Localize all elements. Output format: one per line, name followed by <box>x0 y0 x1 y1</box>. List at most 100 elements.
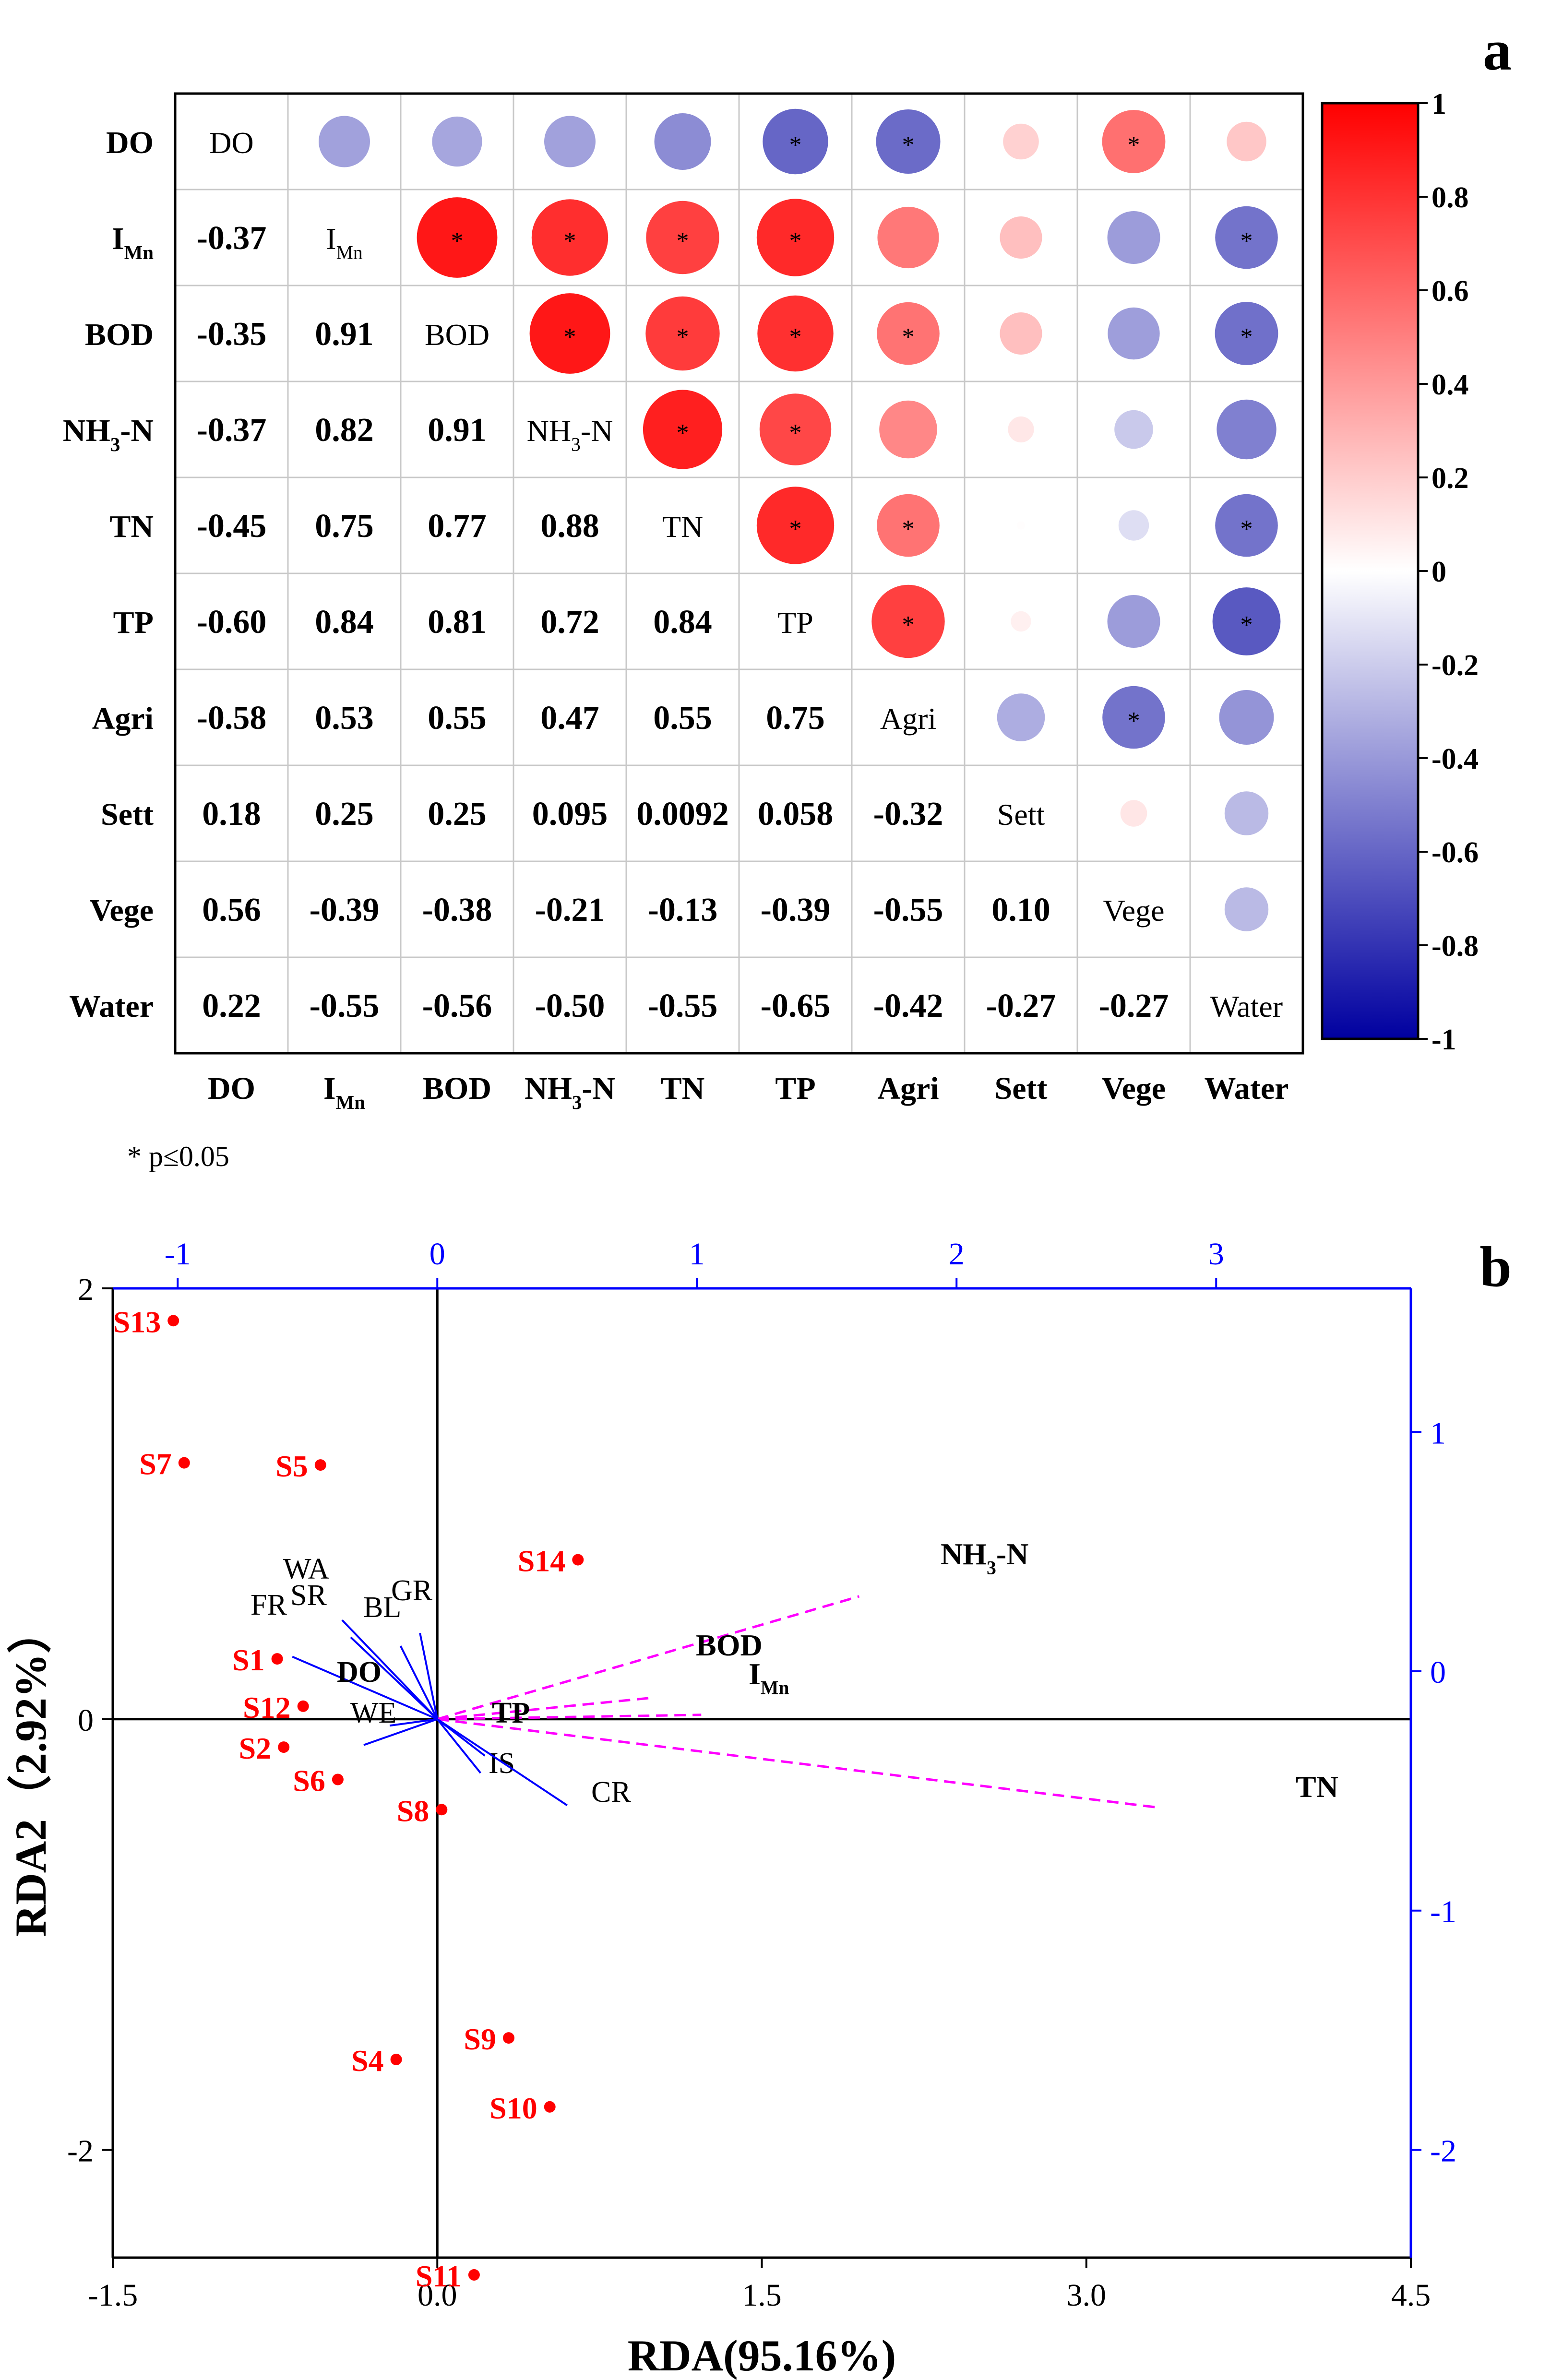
explanatory-arrow <box>436 1718 481 1774</box>
row-label: TN <box>109 509 154 544</box>
correlation-value: -0.21 <box>535 892 605 928</box>
correlation-circle <box>1212 587 1281 655</box>
correlation-circle <box>646 201 719 274</box>
row-label: Agri <box>92 701 154 736</box>
correlation-circle <box>1102 686 1165 749</box>
explanatory-arrow <box>437 1718 568 1806</box>
x-tick-label: 4.5 <box>1391 2278 1431 2313</box>
correlation-circle <box>757 295 834 372</box>
site-label: S5 <box>275 1449 308 1483</box>
colorbar-tick-label: 0.2 <box>1432 462 1469 495</box>
correlation-value: -0.60 <box>197 604 267 641</box>
colorbar-tick-label: 0 <box>1432 556 1446 588</box>
correlation-circle <box>1102 110 1166 173</box>
top-tick-label: 2 <box>949 1237 965 1272</box>
correlation-heatmap: DO DO DO * * * IMn IMn -0.37 IMn * * * * * BOD BOD -0.35 0… <box>63 88 1479 1172</box>
x-tick-label: 1.5 <box>742 2278 782 2313</box>
diagonal-label: Vege <box>1103 893 1165 928</box>
correlation-circle <box>1215 206 1278 269</box>
correlation-circle <box>1008 416 1034 443</box>
explanatory-label: DO <box>337 1656 382 1689</box>
correlation-circle <box>877 302 940 365</box>
explanatory-label: WA <box>283 1553 330 1585</box>
site-point <box>468 2269 480 2281</box>
correlation-circle <box>1120 800 1147 827</box>
explanatory-arrow <box>363 1718 438 1746</box>
diagonal-label: TN <box>662 510 703 544</box>
correlation-circle <box>529 293 610 374</box>
explanatory-label: BL <box>363 1591 401 1624</box>
significance-mark: * <box>1241 227 1253 255</box>
correlation-value: -0.50 <box>535 988 605 1024</box>
correlation-value: 0.75 <box>766 700 825 737</box>
explanatory-arrow <box>389 1718 438 1727</box>
site-point <box>178 1457 190 1469</box>
correlation-value: -0.56 <box>422 988 492 1024</box>
diagonal-label: Agri <box>880 702 936 736</box>
significance-mark: * <box>902 515 915 543</box>
correlation-value: 0.25 <box>428 796 487 833</box>
correlation-circle <box>763 108 828 175</box>
significance-mark: * <box>1128 131 1140 159</box>
explanatory-arrow <box>292 1655 438 1720</box>
correlation-value: -0.58 <box>197 700 267 737</box>
colorbar <box>1321 102 1420 1040</box>
response-label: NH3-N <box>941 1537 1028 1578</box>
right-tick-label: -2 <box>1430 2134 1456 2169</box>
correlation-value: -0.27 <box>1099 988 1169 1024</box>
diagonal-label: BOD <box>425 318 489 352</box>
colorbar-tick-label: 0.6 <box>1432 275 1469 308</box>
column-label: IMn <box>323 1071 365 1113</box>
row-label: NH3-N <box>63 413 154 455</box>
significance-mark: * <box>1241 323 1253 351</box>
correlation-value: 0.77 <box>428 508 487 545</box>
correlation-circle <box>1215 302 1278 365</box>
row-label: Sett <box>101 797 154 832</box>
column-label: DO <box>208 1071 255 1106</box>
correlation-circle <box>432 116 482 167</box>
explanatory-label: CR <box>591 1776 631 1809</box>
correlation-circle <box>876 109 941 174</box>
site-point <box>297 1700 309 1712</box>
correlation-circle <box>1011 611 1031 632</box>
significance-mark: * <box>1128 707 1140 735</box>
response-arrow <box>437 1595 860 1721</box>
correlation-value: 0.55 <box>428 700 487 737</box>
correlation-value: 0.72 <box>540 604 599 641</box>
correlation-circle <box>417 197 498 278</box>
correlation-value: -0.39 <box>310 892 380 928</box>
correlation-value: -0.27 <box>986 988 1056 1024</box>
significance-mark: * <box>451 227 464 255</box>
correlation-circle <box>645 296 720 371</box>
correlation-circle <box>997 693 1045 741</box>
diagonal-label: TP <box>777 606 813 640</box>
correlation-circle <box>1003 123 1039 160</box>
y-tick-label: 2 <box>78 1272 94 1307</box>
correlation-circle <box>871 584 945 658</box>
correlation-value: -0.42 <box>873 988 943 1024</box>
explanatory-label: SR <box>290 1579 327 1612</box>
significance-mark: * <box>789 227 802 255</box>
explanatory-label: WE <box>350 1697 396 1729</box>
panel-letter-a: a <box>1483 18 1512 82</box>
correlation-value: 0.058 <box>758 796 834 833</box>
site-label: S9 <box>464 2022 496 2056</box>
diagonal-label: NH3-N <box>527 414 613 455</box>
correlation-circle <box>756 199 835 276</box>
x-tick-label: -1.5 <box>88 2278 138 2313</box>
correlation-value: -0.35 <box>197 316 267 353</box>
correlation-circle <box>1000 216 1042 259</box>
site-label: S2 <box>239 1731 272 1765</box>
y-axis-title: RDA2（2.92%） <box>6 1609 55 1937</box>
correlation-circle <box>759 393 832 465</box>
row-label: BOD <box>85 317 154 352</box>
column-label: Agri <box>877 1071 939 1106</box>
site-point <box>271 1653 283 1665</box>
correlation-circle <box>643 390 723 469</box>
site-label: S7 <box>139 1447 172 1481</box>
correlation-circle <box>877 206 939 269</box>
site-label: S10 <box>489 2091 537 2125</box>
correlation-value: 0.91 <box>315 316 374 353</box>
correlation-circle <box>756 487 835 564</box>
